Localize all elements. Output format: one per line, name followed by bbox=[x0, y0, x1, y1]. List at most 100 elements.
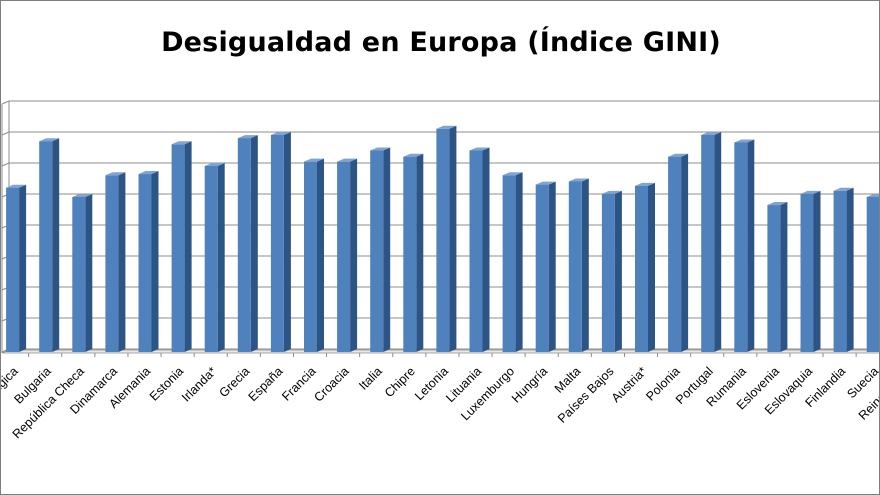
bar-series bbox=[6, 125, 879, 352]
bar bbox=[767, 202, 788, 352]
bar-side bbox=[449, 125, 457, 352]
bar-top bbox=[270, 132, 291, 135]
bar-front bbox=[800, 193, 814, 352]
bar bbox=[370, 147, 391, 352]
bar-side bbox=[151, 171, 159, 352]
bar-side bbox=[317, 158, 324, 352]
bar-top bbox=[237, 135, 258, 139]
bar-front bbox=[204, 166, 218, 352]
bar-side bbox=[780, 202, 788, 352]
bar-front bbox=[237, 138, 251, 352]
bar-front bbox=[304, 161, 317, 352]
bar-top bbox=[72, 194, 93, 197]
bar-top bbox=[800, 190, 821, 194]
bar-front bbox=[833, 190, 847, 352]
category-label: España bbox=[246, 364, 286, 404]
gridline-side bbox=[1, 131, 10, 136]
bar-front bbox=[734, 142, 748, 352]
bar bbox=[6, 184, 27, 352]
bar bbox=[635, 182, 655, 352]
bar bbox=[237, 135, 258, 352]
bar-side bbox=[52, 138, 60, 352]
bar-top bbox=[734, 139, 755, 143]
bar-top bbox=[601, 190, 622, 194]
bar-front bbox=[270, 135, 284, 352]
category-label: Austria* bbox=[609, 364, 650, 405]
bar-top bbox=[105, 172, 126, 176]
bar-top bbox=[469, 147, 490, 151]
bar-front bbox=[469, 150, 483, 352]
bar-side bbox=[350, 158, 358, 352]
bar bbox=[601, 190, 622, 352]
bar-front bbox=[436, 128, 450, 352]
bar-front bbox=[39, 141, 53, 352]
bar-front bbox=[6, 187, 20, 352]
category-label: Croacia bbox=[311, 364, 351, 404]
bar bbox=[800, 190, 821, 352]
bar-top bbox=[535, 181, 556, 185]
bar-top bbox=[304, 158, 324, 162]
bar bbox=[502, 172, 523, 352]
bar-side bbox=[283, 132, 291, 352]
bar-front bbox=[105, 175, 119, 352]
bar-top bbox=[171, 141, 192, 145]
bar-top bbox=[337, 158, 358, 162]
gridline-side bbox=[1, 162, 10, 167]
bar bbox=[568, 178, 589, 352]
bar-front bbox=[701, 135, 715, 352]
bar bbox=[734, 139, 755, 352]
bar-front bbox=[601, 193, 615, 352]
bar bbox=[171, 141, 192, 352]
bar-front bbox=[72, 197, 86, 352]
bar bbox=[270, 132, 291, 352]
bar-top bbox=[635, 182, 655, 186]
bar-side bbox=[118, 172, 126, 352]
bar-top bbox=[767, 202, 788, 206]
bar bbox=[403, 153, 424, 352]
bar bbox=[436, 125, 457, 352]
bar-side bbox=[383, 147, 391, 352]
bar bbox=[833, 187, 854, 352]
bar-top bbox=[701, 132, 722, 135]
bar-side bbox=[184, 141, 192, 352]
bar-front bbox=[668, 156, 682, 352]
bar-side bbox=[19, 184, 27, 352]
bar-top bbox=[866, 194, 879, 197]
bar-side bbox=[813, 190, 821, 352]
bar-front bbox=[635, 185, 648, 352]
bar-side bbox=[714, 132, 722, 352]
chart-title: Desigualdad en Europa (Índice GINI) bbox=[161, 27, 721, 58]
bar-front bbox=[171, 144, 185, 352]
bar bbox=[204, 163, 225, 352]
bar bbox=[105, 172, 126, 352]
bar bbox=[72, 194, 93, 352]
bar-side bbox=[846, 187, 854, 352]
bar-front bbox=[138, 174, 152, 352]
bar bbox=[866, 194, 879, 352]
bar bbox=[304, 158, 324, 352]
bar-top bbox=[436, 125, 457, 129]
category-label: Italia bbox=[356, 364, 385, 393]
bar-side bbox=[250, 135, 258, 352]
bar-top bbox=[138, 171, 159, 175]
bar-front bbox=[767, 205, 781, 352]
category-label: Francia bbox=[279, 364, 318, 403]
bar-side bbox=[482, 147, 490, 352]
bar-side bbox=[416, 153, 424, 352]
gridline-side bbox=[1, 100, 10, 105]
category-label: Hungría bbox=[509, 364, 550, 405]
bar-top bbox=[403, 153, 424, 157]
bar-side bbox=[614, 190, 622, 352]
bar-top bbox=[502, 172, 523, 176]
bar-front bbox=[502, 175, 516, 352]
bar bbox=[138, 171, 159, 352]
bar-top bbox=[568, 178, 589, 182]
bar-front bbox=[866, 197, 879, 352]
bar bbox=[701, 132, 722, 352]
bar-side bbox=[581, 178, 589, 352]
bar bbox=[39, 138, 60, 352]
bar bbox=[469, 147, 490, 352]
